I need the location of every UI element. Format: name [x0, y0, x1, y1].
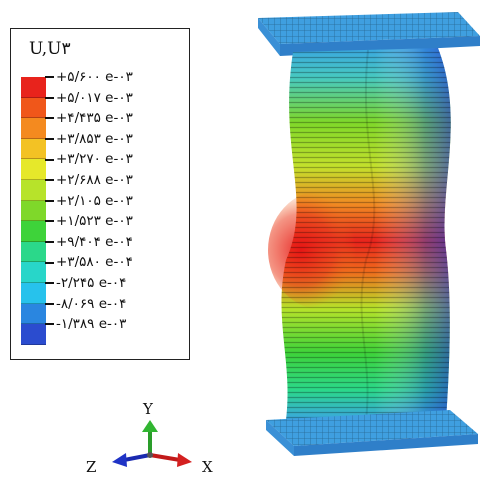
legend-band — [21, 138, 46, 160]
legend-band — [21, 200, 46, 222]
deformed-column-model — [238, 0, 483, 479]
legend-value: -۲/۲۴۵ e-۰۴ — [45, 273, 190, 294]
axis-triad-icon — [112, 420, 192, 467]
color-scale — [21, 77, 46, 345]
legend-band — [21, 303, 46, 325]
axis-triad: Y X Z — [80, 398, 220, 478]
legend-band — [21, 97, 46, 119]
legend-value: +۳/۲۷۰ e-۰۳ — [45, 149, 190, 170]
legend-value: +۳/۸۵۳ e-۰۳ — [45, 129, 190, 150]
legend-band — [21, 262, 46, 283]
legend-band — [21, 179, 46, 201]
legend-value: +۴/۴۳۵ e-۰۳ — [45, 108, 190, 129]
contour-legend: U,U۳ +۵/۶۰۰ e-۰۳ +۵/۰۱۷ e-۰۳ +۴/۴۳۵ e-۰۳… — [10, 28, 190, 360]
y-axis-label: Y — [143, 400, 153, 418]
legend-band — [21, 118, 46, 139]
legend-band — [21, 241, 46, 263]
legend-band — [21, 221, 46, 242]
legend-value: -۱/۳۸۹ e-۰۳ — [45, 314, 190, 335]
x-axis-label: X — [202, 458, 213, 476]
column-contour-plot — [258, 12, 480, 456]
legend-values: +۵/۶۰۰ e-۰۳ +۵/۰۱۷ e-۰۳ +۴/۴۳۵ e-۰۳ +۳/۸… — [45, 67, 190, 335]
legend-value: +۲/۱۰۵ e-۰۳ — [45, 191, 190, 212]
legend-band — [21, 159, 46, 180]
legend-band — [21, 324, 46, 345]
legend-value: +۳/۵۸۰ e-۰۴ — [45, 252, 190, 273]
legend-value: +۱/۵۲۳ e-۰۳ — [45, 211, 190, 232]
legend-band — [21, 282, 46, 304]
legend-value: +۹/۴۰۴ e-۰۴ — [45, 232, 190, 253]
legend-value: +۵/۰۱۷ e-۰۳ — [45, 88, 190, 109]
z-axis-label: Z — [86, 458, 97, 476]
legend-band — [21, 77, 46, 98]
legend-value: +۵/۶۰۰ e-۰۳ — [45, 67, 190, 88]
legend-value: -۸/۰۶۹ e-۰۴ — [45, 294, 190, 315]
legend-value: +۲/۶۸۸ e-۰۳ — [45, 170, 190, 191]
legend-title: U,U۳ — [29, 39, 71, 59]
